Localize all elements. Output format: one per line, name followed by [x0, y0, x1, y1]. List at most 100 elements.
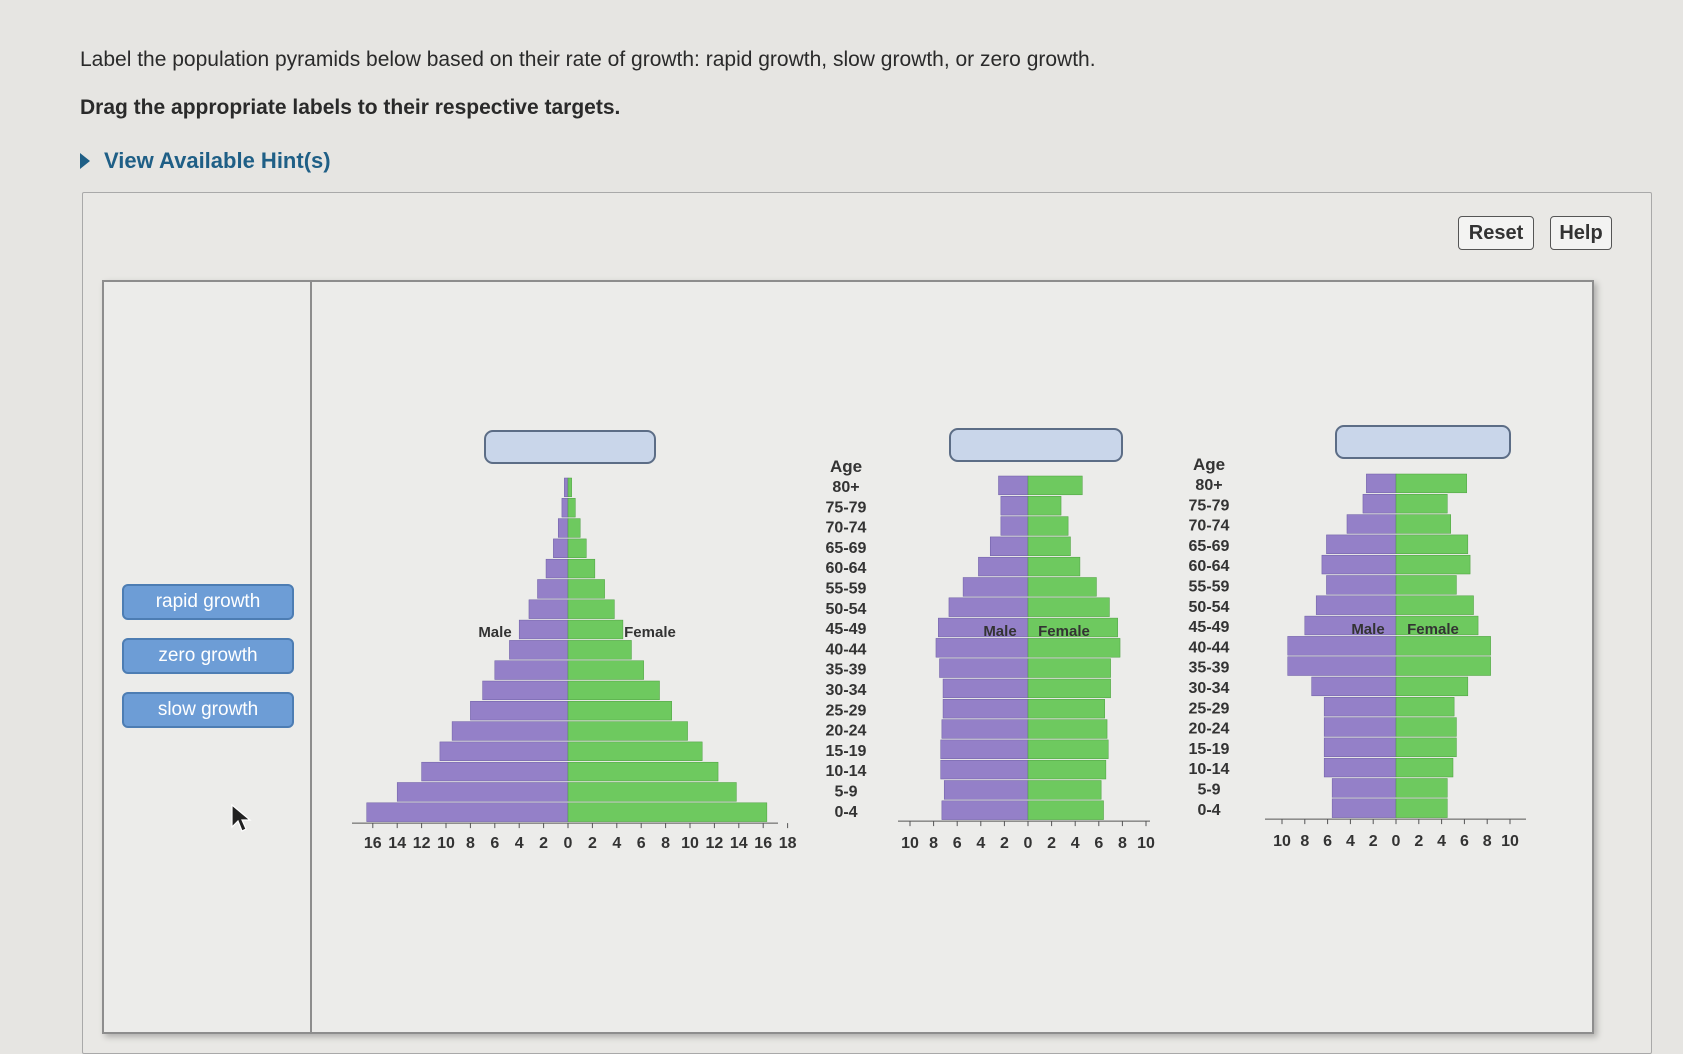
age-group-label: 80+ [1195, 477, 1222, 494]
bar-male [518, 619, 569, 640]
bar-female [1027, 536, 1071, 556]
bar-female [567, 782, 737, 802]
x-tick-label: 16 [364, 835, 382, 852]
age-group-label: 60-64 [826, 560, 867, 577]
age-group-label: 55-59 [826, 581, 867, 598]
help-button[interactable]: Help [1550, 216, 1612, 250]
bar-male [494, 660, 569, 680]
bar-female [567, 579, 605, 599]
bar-male [962, 577, 1029, 597]
age-group-label: 25-29 [826, 702, 867, 719]
age-group-label: 10-14 [1189, 761, 1230, 778]
age-group-label: 5-9 [834, 784, 857, 801]
bar-male [1311, 676, 1397, 697]
x-tick-label: 8 [1118, 835, 1127, 852]
x-tick-label: 10 [1137, 835, 1155, 852]
bar-female [567, 640, 632, 660]
bar-female [567, 538, 587, 558]
bar-female [567, 660, 644, 680]
x-tick-label: 4 [612, 835, 621, 852]
bar-male [509, 640, 569, 660]
female-label: Female [1407, 621, 1459, 638]
triangle-right-icon [80, 153, 90, 169]
bar-male [564, 477, 569, 498]
bar-male [940, 739, 1029, 759]
bar-male [1000, 496, 1029, 516]
age-group-label: 0-4 [834, 804, 857, 821]
label-rapid-growth[interactable]: rapid growth [122, 584, 294, 620]
bar-female [1395, 778, 1448, 798]
bar-male [537, 579, 569, 599]
bar-male [940, 759, 1029, 780]
bar-male [1323, 737, 1397, 757]
label-slow-growth[interactable]: slow growth [122, 692, 294, 728]
bar-male [1315, 595, 1397, 615]
bar-female [567, 518, 581, 538]
bar-female [1395, 697, 1455, 717]
bar-female [1027, 759, 1107, 780]
bar-male [978, 556, 1029, 577]
bar-male [1331, 778, 1397, 798]
instruction-text: Label the population pyramids below base… [80, 48, 1096, 71]
bar-male [948, 597, 1029, 617]
bar-female [1027, 577, 1097, 597]
bar-female [567, 680, 660, 701]
bar-male [1326, 534, 1397, 554]
drop-target-pyramid-1[interactable] [484, 430, 656, 464]
bar-male [1326, 575, 1397, 595]
bar-female [567, 619, 624, 640]
bar-male [561, 498, 569, 518]
bar-female [1027, 475, 1083, 496]
x-tick-label: 4 [1071, 835, 1080, 852]
bar-male [396, 782, 569, 802]
x-tick-label: 18 [779, 835, 797, 852]
bar-female [567, 802, 768, 822]
x-tick-label: 10 [1501, 833, 1519, 850]
x-tick-label: 2 [539, 835, 548, 852]
bar-male [1321, 554, 1397, 575]
age-group-label: 80+ [832, 479, 859, 496]
age-group-label: 70-74 [826, 520, 867, 537]
male-label: Male [983, 623, 1016, 640]
age-group-label: 30-34 [826, 682, 867, 699]
bar-female [1395, 737, 1457, 757]
bar-female [567, 498, 576, 518]
bar-female [567, 761, 719, 782]
reset-button[interactable]: Reset [1458, 216, 1534, 250]
male-label: Male [1351, 621, 1384, 638]
x-tick-label: 8 [1483, 833, 1492, 850]
age-group-label: 50-54 [1189, 599, 1230, 616]
bar-female [567, 741, 703, 761]
age-group-label: 35-39 [1189, 660, 1230, 677]
age-group-label: 75-79 [826, 499, 867, 516]
bar-male [1323, 757, 1397, 778]
bar-female [1027, 516, 1069, 536]
bar-female [1395, 676, 1469, 697]
age-group-label: 45-49 [826, 621, 867, 638]
bar-male [545, 558, 569, 579]
bar-female [1027, 597, 1110, 617]
x-tick-label: 6 [953, 835, 962, 852]
bar-female [1027, 556, 1081, 577]
label-zero-growth[interactable]: zero growth [122, 638, 294, 674]
bar-female [1395, 575, 1457, 595]
bar-male [998, 475, 1029, 496]
age-group-label: 40-44 [1189, 639, 1230, 656]
drop-target-pyramid-3[interactable] [1335, 425, 1511, 459]
bar-female [567, 599, 615, 619]
x-tick-label: 4 [1437, 833, 1446, 850]
bar-male [939, 658, 1029, 678]
view-hints-toggle[interactable]: View Available Hint(s) [80, 148, 331, 174]
age-group-label: 20-24 [826, 723, 867, 740]
x-tick-label: 10 [437, 835, 455, 852]
female-label: Female [624, 624, 676, 641]
bar-male [421, 761, 569, 782]
bar-male [943, 780, 1029, 800]
x-tick-label: 10 [901, 835, 919, 852]
bar-female [1395, 595, 1474, 615]
bar-female [1395, 636, 1491, 656]
x-tick-label: 12 [413, 835, 431, 852]
x-tick-label: 2 [588, 835, 597, 852]
drop-target-pyramid-2[interactable] [949, 428, 1123, 462]
